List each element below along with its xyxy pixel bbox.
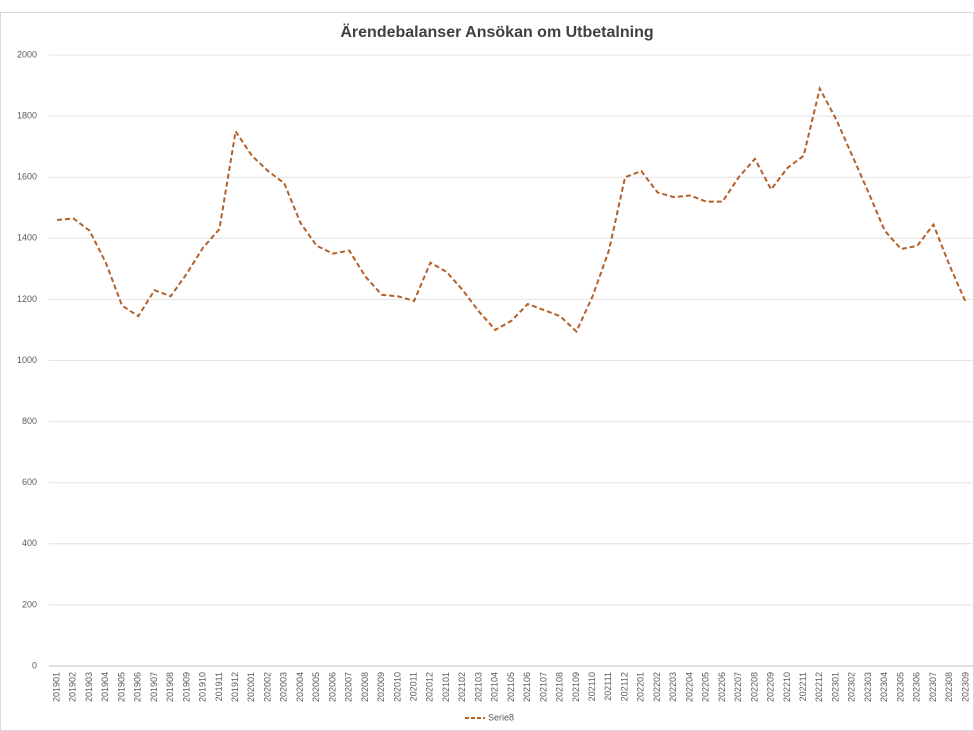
x-tick-label: 201905 bbox=[116, 672, 126, 702]
y-tick-label: 0 bbox=[32, 660, 37, 670]
y-tick-label: 2000 bbox=[17, 49, 37, 59]
y-tick-label: 400 bbox=[22, 538, 37, 548]
x-tick-label: 201906 bbox=[133, 672, 143, 702]
x-tick-label: 202302 bbox=[847, 672, 857, 702]
x-tick-label: 202206 bbox=[717, 672, 727, 702]
x-tick-label: 202304 bbox=[879, 672, 889, 702]
y-tick-label: 1200 bbox=[17, 294, 37, 304]
x-tick-label: 202204 bbox=[684, 672, 694, 702]
chart-border bbox=[0, 12, 974, 731]
x-tick-label: 201904 bbox=[100, 672, 110, 702]
x-tick-label: 202104 bbox=[490, 672, 500, 702]
x-tick-label: 202307 bbox=[928, 672, 938, 702]
x-tick-label: 201911 bbox=[214, 672, 224, 701]
x-tick-label: 202001 bbox=[246, 672, 256, 702]
x-tick-label: 202205 bbox=[701, 672, 711, 702]
x-tick-label: 202007 bbox=[344, 672, 354, 702]
x-tick-label: 202306 bbox=[912, 672, 922, 702]
x-tick-label: 202212 bbox=[814, 672, 824, 702]
x-tick-label: 202208 bbox=[749, 672, 759, 702]
x-tick-label: 201908 bbox=[165, 672, 175, 702]
x-tick-label: 202207 bbox=[733, 672, 743, 702]
x-tick-label: 202002 bbox=[262, 672, 272, 702]
x-tick-label: 202211 bbox=[798, 672, 808, 701]
x-tick-label: 201903 bbox=[84, 672, 94, 702]
x-tick-label: 201912 bbox=[230, 672, 240, 702]
x-tick-label: 202106 bbox=[522, 672, 532, 702]
x-tick-label: 201901 bbox=[51, 672, 61, 702]
x-tick-label: 202201 bbox=[636, 672, 646, 702]
x-tick-label: 202108 bbox=[555, 672, 565, 702]
x-tick-label: 202004 bbox=[295, 672, 305, 702]
x-tick-label: 201902 bbox=[68, 672, 78, 702]
x-tick-label: 201907 bbox=[149, 672, 159, 702]
x-tick-label: 202308 bbox=[944, 672, 954, 702]
x-tick-label: 202110 bbox=[587, 672, 597, 701]
x-tick-label: 202111 bbox=[603, 672, 613, 701]
y-tick-label: 1400 bbox=[17, 233, 37, 243]
x-tick-label: 202301 bbox=[830, 672, 840, 702]
x-tick-label: 202112 bbox=[619, 672, 629, 701]
x-tick-label: 202305 bbox=[895, 672, 905, 702]
x-tick-label: 202003 bbox=[279, 672, 289, 702]
x-tick-label: 202102 bbox=[457, 672, 467, 702]
x-tick-label: 202010 bbox=[392, 672, 402, 702]
x-tick-label: 201909 bbox=[181, 672, 191, 702]
x-tick-label: 202109 bbox=[571, 672, 581, 702]
x-tick-label: 202209 bbox=[766, 672, 776, 702]
x-tick-label: 202105 bbox=[506, 672, 516, 702]
x-tick-label: 201910 bbox=[198, 672, 208, 702]
legend-label: Serie8 bbox=[488, 712, 514, 722]
data-line bbox=[57, 85, 967, 334]
x-tick-label: 202008 bbox=[360, 672, 370, 702]
x-tick-label: 202009 bbox=[376, 672, 386, 702]
x-tick-label: 202202 bbox=[652, 672, 662, 702]
x-tick-label: 202107 bbox=[538, 672, 548, 702]
y-tick-label: 600 bbox=[22, 477, 37, 487]
y-tick-label: 1600 bbox=[17, 172, 37, 182]
y-tick-label: 1000 bbox=[17, 355, 37, 365]
x-tick-label: 202012 bbox=[425, 672, 435, 702]
x-tick-label: 202006 bbox=[327, 672, 337, 702]
x-tick-label: 202103 bbox=[473, 672, 483, 702]
x-tick-label: 202101 bbox=[441, 672, 451, 702]
y-tick-label: 200 bbox=[22, 599, 37, 609]
chart-title: Ärendebalanser Ansökan om Utbetalning bbox=[340, 23, 653, 41]
y-tick-label: 1800 bbox=[17, 110, 37, 120]
x-tick-label: 202210 bbox=[782, 672, 792, 702]
x-tick-label: 202005 bbox=[311, 672, 321, 702]
x-tick-label: 202303 bbox=[863, 672, 873, 702]
y-tick-label: 800 bbox=[22, 416, 37, 426]
x-tick-label: 202011 bbox=[409, 672, 419, 701]
x-tick-label: 202203 bbox=[668, 672, 678, 702]
x-tick-label: 202309 bbox=[960, 672, 970, 702]
